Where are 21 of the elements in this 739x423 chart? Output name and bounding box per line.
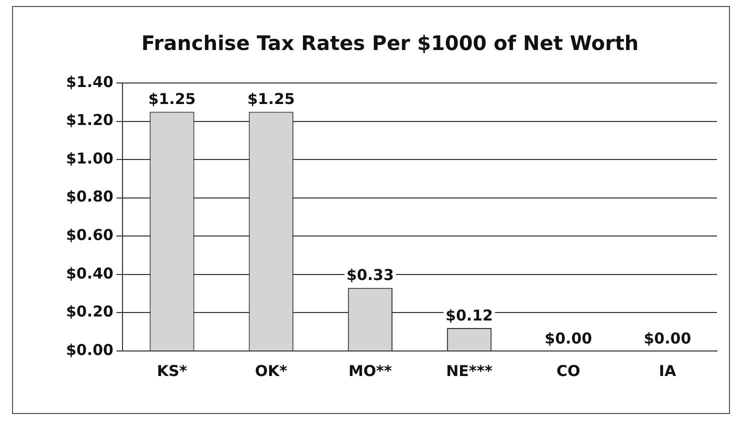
- data-label: $0.00: [544, 329, 592, 348]
- y-tick-label: $0.20: [66, 302, 114, 321]
- y-tick-label: $0.80: [66, 188, 114, 206]
- data-label: $1.25: [247, 90, 295, 108]
- x-tick-label: MO**: [348, 362, 392, 380]
- x-tick-label: CO: [556, 362, 580, 380]
- y-tick-label: $0.60: [66, 226, 114, 244]
- data-label: $0.12: [446, 306, 493, 324]
- x-tick-label: OK*: [254, 362, 288, 380]
- data-label: $0.33: [346, 266, 394, 284]
- x-tick-label: KS*: [156, 362, 188, 380]
- y-tick-label: $0.00: [66, 340, 114, 359]
- data-label: $0.00: [644, 329, 692, 348]
- x-tick-label: IA: [658, 362, 676, 380]
- data-label: $1.25: [148, 90, 196, 108]
- chart-title: Franchise Tax Rates Per $1000 of Net Worth: [141, 31, 639, 56]
- y-tick-label: $1.20: [66, 111, 114, 130]
- y-tick-label: $0.40: [66, 264, 114, 282]
- x-tick-label: NE***: [446, 362, 493, 380]
- y-tick-label: $1.40: [66, 72, 114, 91]
- y-tick-label: $1.00: [66, 149, 114, 168]
